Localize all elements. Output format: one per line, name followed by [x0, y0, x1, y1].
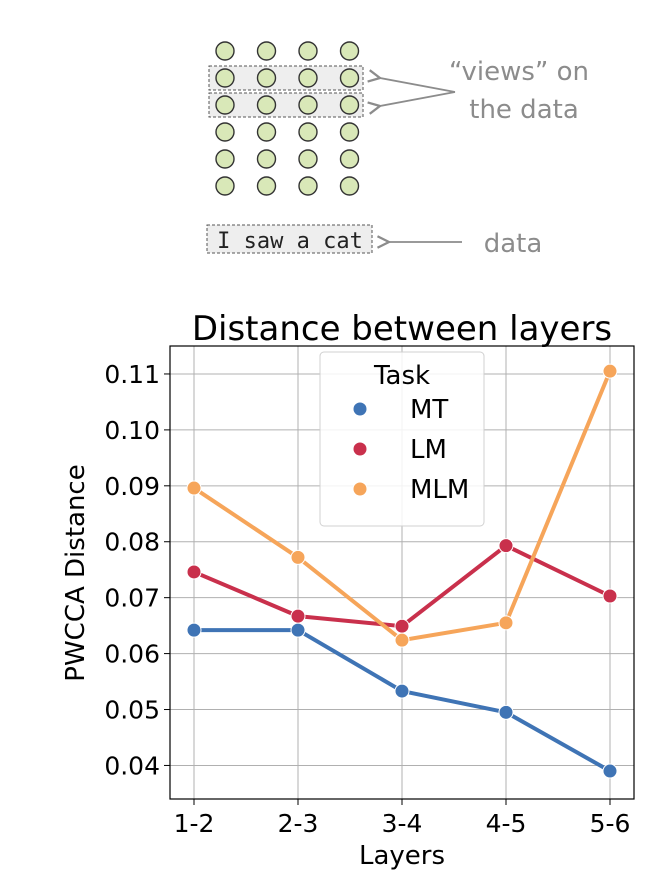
neuron-node — [298, 95, 318, 115]
y-tick-label: 0.09 — [104, 472, 160, 501]
neuron-grid — [215, 41, 360, 196]
data-point — [602, 363, 618, 379]
neuron-node — [215, 176, 235, 196]
data-label: data — [484, 229, 543, 259]
data-point — [186, 622, 202, 638]
y-tick-label: 0.08 — [104, 528, 160, 557]
neuron-node — [256, 122, 277, 142]
y-tick-label: 0.06 — [104, 640, 160, 669]
neuron-node — [256, 149, 277, 169]
series-mlm — [186, 363, 618, 648]
views-label-line2: the data — [469, 95, 579, 125]
neuron-node — [339, 122, 360, 142]
neuron-node — [339, 176, 360, 196]
data-point — [498, 538, 514, 554]
x-tick-label: 4-5 — [486, 809, 527, 838]
data-point — [186, 480, 202, 496]
neuron-node — [298, 68, 318, 88]
y-tick-label: 0.10 — [104, 416, 160, 445]
data-point — [290, 549, 306, 565]
y-axis-label: PWCCA Distance — [61, 464, 91, 681]
data-box — [206, 224, 373, 254]
neuron-node — [256, 41, 277, 61]
data-sentence: I saw a cat — [217, 229, 363, 254]
y-tick-label: 0.11 — [104, 360, 160, 389]
neuron-node — [298, 41, 318, 61]
legend-label: LM — [410, 435, 447, 465]
legend-marker — [352, 481, 368, 497]
legend-label: MT — [410, 395, 448, 425]
legend-marker — [352, 401, 368, 417]
x-tick-label: 5-6 — [590, 809, 631, 838]
series-lm — [186, 538, 618, 634]
chart-title: Distance between layers — [192, 309, 612, 349]
views-arrow-2 — [380, 91, 456, 106]
y-tick-label: 0.05 — [104, 696, 160, 725]
legend-label: MLM — [410, 475, 469, 505]
neuron-node — [215, 41, 235, 61]
data-point — [498, 704, 514, 720]
neuron-node — [339, 95, 360, 115]
data-point — [394, 632, 410, 648]
series-mt — [186, 622, 618, 779]
x-tick-label: 3-4 — [382, 809, 423, 838]
neuron-node — [215, 149, 235, 169]
views-diagram: “views” on the data I saw a cat data — [206, 41, 589, 259]
legend-marker — [352, 441, 368, 457]
legend-title: Task — [373, 361, 430, 391]
data-point — [186, 564, 202, 580]
data-point — [290, 608, 306, 624]
x-axis-label: Layers — [359, 841, 445, 871]
series-layer — [186, 363, 618, 779]
x-tick-label: 1-2 — [174, 809, 215, 838]
neuron-node — [256, 95, 277, 115]
data-point — [602, 763, 618, 779]
data-point — [602, 588, 618, 604]
y-tick-label: 0.04 — [104, 751, 160, 780]
x-tick-label: 2-3 — [278, 809, 319, 838]
y-axis-ticks: 0.04 0.05 0.06 0.07 0.08 0.09 0.10 0.11 — [104, 360, 170, 780]
views-arrow-1 — [380, 78, 456, 93]
legend: Task MT LM MLM — [319, 351, 485, 527]
data-point — [498, 615, 514, 631]
neuron-node — [339, 149, 360, 169]
legend-items: MT LM MLM — [352, 395, 469, 505]
neuron-node — [256, 68, 277, 88]
neuron-node — [298, 176, 318, 196]
data-point — [290, 622, 306, 638]
x-axis-ticks: 1-2 2-3 3-4 4-5 5-6 — [174, 799, 631, 838]
neuron-node — [298, 122, 318, 142]
views-label-line1: “views” on — [449, 57, 589, 87]
plot-frame — [169, 345, 635, 800]
y-tick-label: 0.07 — [104, 584, 160, 613]
neuron-node — [215, 68, 235, 88]
neuron-node — [298, 149, 318, 169]
neuron-node — [339, 41, 360, 61]
data-point — [394, 683, 410, 699]
distance-line-chart: Distance between layers 0.04 0.05 0.06 0.07… — [52, 298, 648, 878]
neuron-node — [256, 176, 277, 196]
neuron-node — [215, 95, 235, 115]
neuron-node — [339, 68, 360, 88]
neuron-node — [215, 122, 235, 142]
data-point — [394, 618, 410, 634]
